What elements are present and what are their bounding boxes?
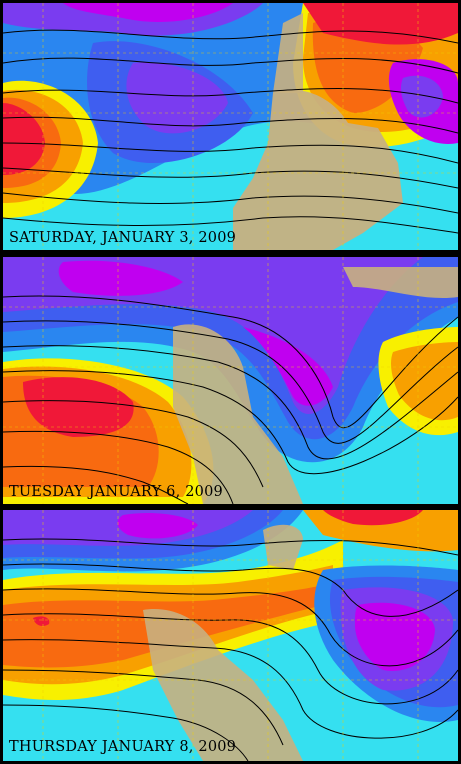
date-caption: SATURDAY, JANUARY 3, 2009 [9, 230, 237, 246]
date-caption: TUESDAY JANUARY 6, 2009 [9, 484, 223, 500]
height-field-map [3, 3, 458, 250]
height-field-map [3, 257, 458, 504]
date-caption: THURSDAY JANUARY 8, 2009 [9, 739, 237, 755]
map-panel-thursday: THURSDAY JANUARY 8, 2009 [3, 510, 458, 761]
map-panel-tuesday: TUESDAY JANUARY 6, 2009 [3, 257, 458, 504]
height-field-map [3, 510, 458, 761]
map-panel-saturday: SATURDAY, JANUARY 3, 2009 [3, 3, 458, 250]
